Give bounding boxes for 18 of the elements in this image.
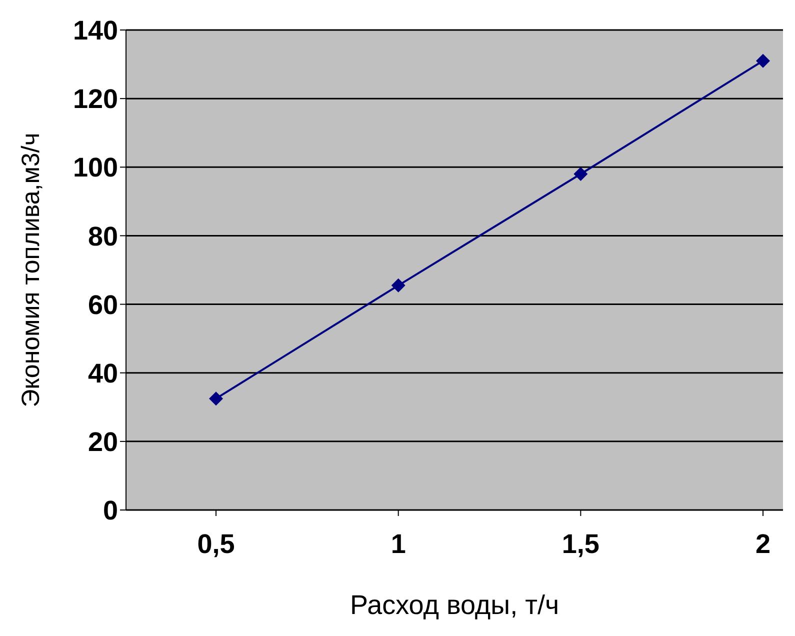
- point: [756, 54, 770, 68]
- y-tick-label: 60: [88, 290, 118, 320]
- x-tick-label: 1: [390, 529, 406, 560]
- y-tick-label: 100: [72, 152, 118, 183]
- y-tick-label: 40: [88, 358, 118, 388]
- y-tick-label: 140: [72, 16, 118, 46]
- point: [391, 278, 406, 292]
- y-tick-label: 0: [102, 496, 118, 526]
- x-tick-label: 0,5: [197, 529, 235, 560]
- y-axis-title: Экономия топлива,м3/ч: [16, 132, 45, 408]
- y-tick-label: 20: [88, 427, 118, 458]
- x-axis-title: Расход воды, т/ч: [350, 590, 560, 620]
- x-tick-label: 2: [755, 529, 771, 560]
- x-tick-label: 1,5: [562, 529, 600, 560]
- point: [209, 392, 223, 406]
- y-tick-label: 120: [72, 84, 118, 114]
- point: [574, 167, 588, 181]
- y-tick-label: 80: [88, 221, 118, 252]
